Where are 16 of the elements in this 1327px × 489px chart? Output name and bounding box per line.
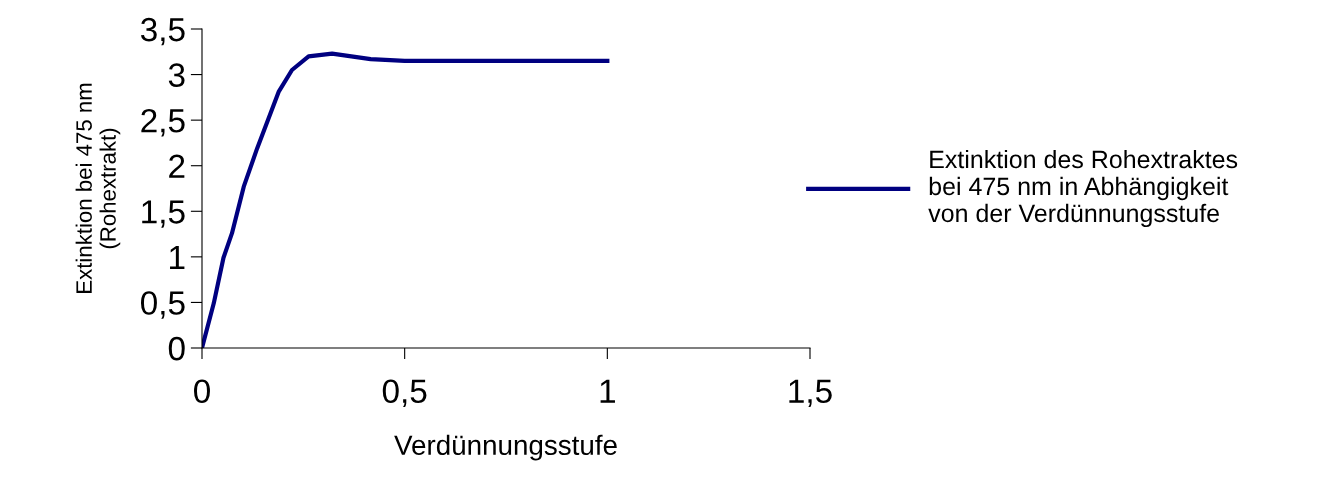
legend-label: Extinktion des Rohextraktes bei 475 nm in Abhängigkeit von der Verdünnungsstufe	[928, 149, 1238, 228]
x-tick-label: 1	[600, 379, 615, 403]
x-tick-label: 1,5	[789, 379, 832, 407]
y-tick-label: 0	[168, 336, 185, 361]
line-series	[202, 51, 610, 348]
y-tick-label: 2,5	[141, 108, 185, 137]
x-axis-title: Verdünnungsstufe	[394, 434, 617, 461]
y-tick-label: 1,5	[142, 200, 185, 228]
y-tick-label: 3	[168, 63, 185, 87]
y-tick-label: 1	[170, 246, 185, 269]
x-tick-label: 0,5	[382, 379, 427, 407]
y-tick-label: 0,5	[141, 291, 185, 319]
y-axis-title: Extinktion bei 475 nm (Rohextrakt)	[75, 83, 121, 293]
y-tick-label: 3,5	[140, 17, 185, 46]
x-tick-label: 0	[194, 379, 210, 404]
y-tick-label: 2	[169, 154, 185, 178]
